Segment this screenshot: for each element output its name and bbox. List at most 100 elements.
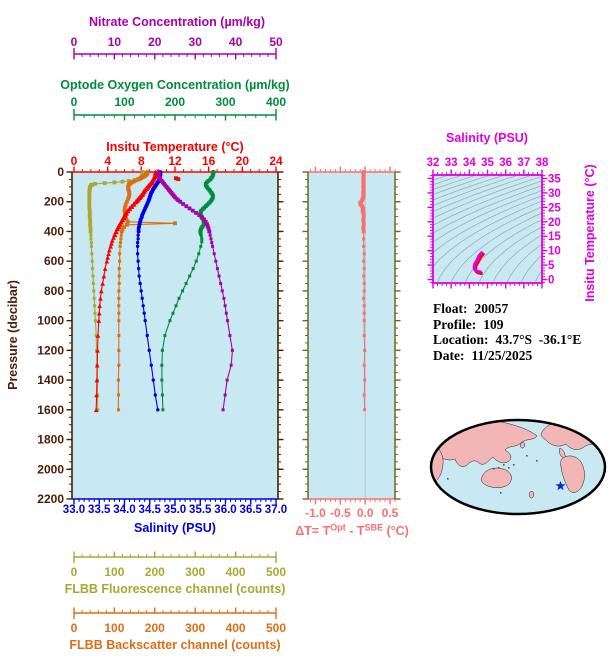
profile-info-row: Profile: 109 (433, 317, 581, 333)
float-label: Float: (433, 301, 468, 316)
tick-label: 1600 (37, 403, 64, 417)
pressure-axis-title: Pressure (decibar) (6, 280, 20, 390)
tick-label: 37 (517, 157, 530, 169)
profile-label: Profile: (433, 316, 477, 332)
date-info-row: Date: 11/25/2025 (433, 348, 581, 364)
tick-label: 2200 (37, 492, 64, 506)
tick-label: 10 (108, 35, 122, 49)
tick-label: 36.5 (240, 504, 263, 516)
tick-label: 20 (148, 35, 162, 49)
tick-label: 35.0 (164, 504, 186, 516)
tick-label: 1400 (37, 373, 64, 387)
tick-label: 35 (481, 157, 494, 169)
tick-label: 30 (189, 35, 203, 49)
tick-label: 50 (269, 35, 283, 49)
series-temperature (93, 169, 159, 413)
series-nitrate (156, 170, 234, 412)
tick-label: 15 (548, 231, 561, 243)
tick-label: 300 (185, 621, 205, 635)
tick-label: 32 (427, 157, 440, 169)
date-value: 11/25/2025 (471, 347, 533, 363)
tick-label: 40 (229, 35, 243, 49)
tick-label: 200 (44, 195, 64, 209)
tick-label: 500 (266, 621, 286, 635)
tick-label: 30 (548, 188, 561, 200)
tick-label: 500 (266, 565, 286, 579)
oxygen-axis-title: Optode Oxygen Concentration (µm/kg) (60, 78, 289, 92)
tick-label: 300 (215, 95, 235, 109)
delta-t-axis-title: ΔT= TOpt - TSBE (°C) (295, 523, 409, 539)
tick-label: 200 (145, 565, 165, 579)
tick-label: 35.5 (189, 504, 212, 516)
tick-label: 0.5 (382, 506, 399, 520)
tick-label: 33 (445, 157, 458, 169)
tick-label: 200 (165, 95, 185, 109)
ts-temperature-axis-title: Insitu Temperature (°C) (583, 164, 597, 301)
tick-label: 100 (104, 621, 124, 635)
salinity-axis-title: Salinity (PSU) (134, 521, 216, 535)
tick-label: 1000 (37, 314, 64, 328)
tick-label: 37.0 (265, 504, 287, 516)
tick-label: 34.0 (113, 504, 135, 516)
tick-label: 0 (548, 275, 554, 287)
tick-label: 600 (44, 254, 64, 268)
data-series (87, 169, 486, 413)
tick-label: 12 (168, 154, 182, 168)
axis-titles: Nitrate Concentration (µm/kg) Optode Oxy… (6, 15, 597, 652)
tick-label: 8 (138, 154, 145, 168)
tick-label: 400 (266, 95, 286, 109)
ts-salinity-axis-title: Salinity (PSU) (446, 131, 528, 145)
series-t-s-curve (472, 250, 484, 274)
tick-label: 10 (548, 246, 561, 258)
tick-label: 25 (548, 202, 561, 214)
tick-label: 33.5 (88, 504, 111, 516)
fluorescence-axis-title: FLBB Fluorescence channel (counts) (65, 582, 286, 596)
tick-label: 300 (185, 565, 205, 579)
tick-label: 0.0 (357, 506, 374, 520)
tick-label: 34.5 (139, 504, 162, 516)
tick-label: 0 (71, 154, 78, 168)
tick-label: 38 (536, 157, 549, 169)
tick-label: 20 (548, 217, 561, 229)
tick-label: 33.0 (63, 504, 85, 516)
float-info-row: Float: 20057 (433, 301, 581, 317)
float-info-block: Float: 20057 Profile: 109 Location: 43.7°S … (433, 301, 581, 363)
tick-label: 16 (202, 154, 216, 168)
world-map (429, 418, 607, 516)
nitrate-axis-title: Nitrate Concentration (µm/kg) (89, 15, 265, 29)
series-delta-t (358, 170, 367, 412)
tick-label: 36.0 (214, 504, 236, 516)
tick-label: 800 (44, 284, 64, 298)
tick-label: 0 (57, 165, 64, 179)
tick-label: 0 (71, 95, 78, 109)
tick-label: 24 (269, 154, 283, 168)
tick-label: 4 (104, 154, 111, 168)
panel-backgrounds (72, 172, 542, 499)
location-value: 43.7°S -36.1°E (495, 332, 582, 347)
tick-label: 0 (71, 35, 78, 49)
tick-label: 1800 (37, 433, 64, 447)
tick-label: 0 (71, 565, 78, 579)
location-info-row: Location: 43.7°S -36.1°E (433, 332, 581, 348)
location-label: Location: (433, 332, 489, 347)
float-value: 20057 (474, 301, 509, 316)
tick-label: 400 (44, 224, 64, 238)
tick-label: 200 (145, 621, 165, 635)
tick-label: 400 (226, 621, 246, 635)
date-label: Date: (433, 347, 465, 363)
tick-label: 34 (463, 157, 476, 169)
tick-label: 36 (499, 157, 512, 169)
tick-label: 400 (226, 565, 246, 579)
series-temperature-outlier (173, 176, 181, 182)
tick-label: 100 (114, 95, 134, 109)
tick-label: 2000 (37, 462, 64, 476)
tick-label: 100 (104, 565, 124, 579)
tick-label: 0 (71, 621, 78, 635)
tick-label: -1.0 (305, 506, 326, 520)
tick-label: 5 (548, 260, 555, 272)
tick-label: -0.5 (330, 506, 351, 520)
temperature-axis-title: Insitu Temperature (°C) (106, 140, 243, 154)
float-position-star (555, 480, 566, 491)
